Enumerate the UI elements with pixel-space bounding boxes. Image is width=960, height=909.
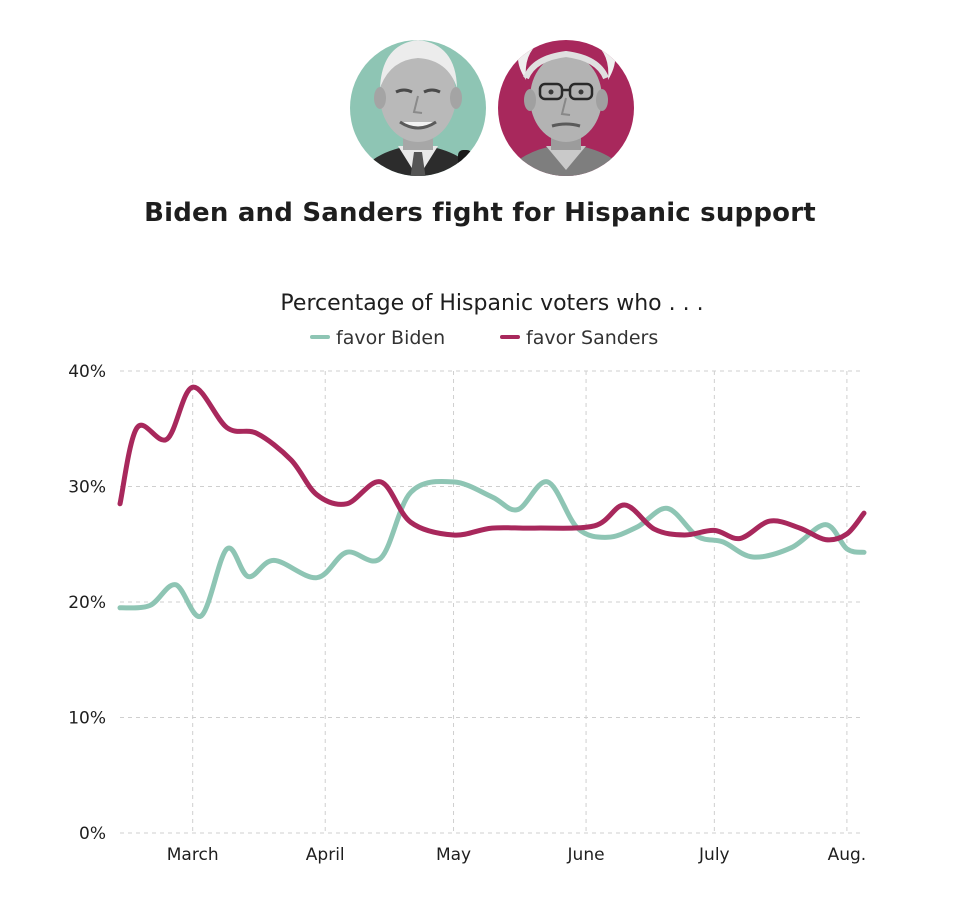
legend-label: favor Biden	[336, 327, 445, 349]
legend: favor Biden favor Sanders	[310, 327, 658, 349]
x-tick-label: July	[698, 845, 730, 865]
y-axis-labels: 0% 10% 20% 30% 40%	[68, 362, 106, 844]
legend-item-favor-biden: favor Biden	[310, 327, 445, 349]
x-tick-label: May	[436, 845, 471, 865]
line-chart: Percentage of Hispanic voters who . . . …	[68, 291, 867, 865]
y-tick-label: 30%	[68, 478, 106, 498]
y-tick-label: 40%	[68, 362, 106, 382]
sanders-portrait	[498, 40, 634, 176]
biden-portrait	[350, 40, 486, 176]
series-line-favor-sanders	[117, 384, 867, 543]
x-axis-labels: March April May June July Aug.	[167, 845, 866, 865]
legend-label: favor Sanders	[526, 327, 658, 349]
y-tick-label: 10%	[68, 709, 106, 729]
chart-subtitle: Percentage of Hispanic voters who . . .	[280, 291, 703, 316]
y-tick-label: 20%	[68, 593, 106, 613]
y-gridlines	[120, 370, 864, 834]
portraits	[350, 40, 634, 176]
x-tick-label: March	[167, 845, 219, 865]
y-tick-label: 0%	[79, 824, 106, 844]
x-tick-label: Aug.	[828, 845, 867, 865]
series-line-favor-biden	[117, 478, 867, 619]
chart-title: Biden and Sanders fight for Hispanic sup…	[144, 198, 816, 228]
x-gridlines	[192, 371, 848, 833]
x-tick-label: June	[567, 845, 605, 865]
legend-item-favor-sanders: favor Sanders	[500, 327, 658, 349]
x-tick-label: April	[306, 845, 345, 865]
series-lines	[117, 384, 867, 619]
